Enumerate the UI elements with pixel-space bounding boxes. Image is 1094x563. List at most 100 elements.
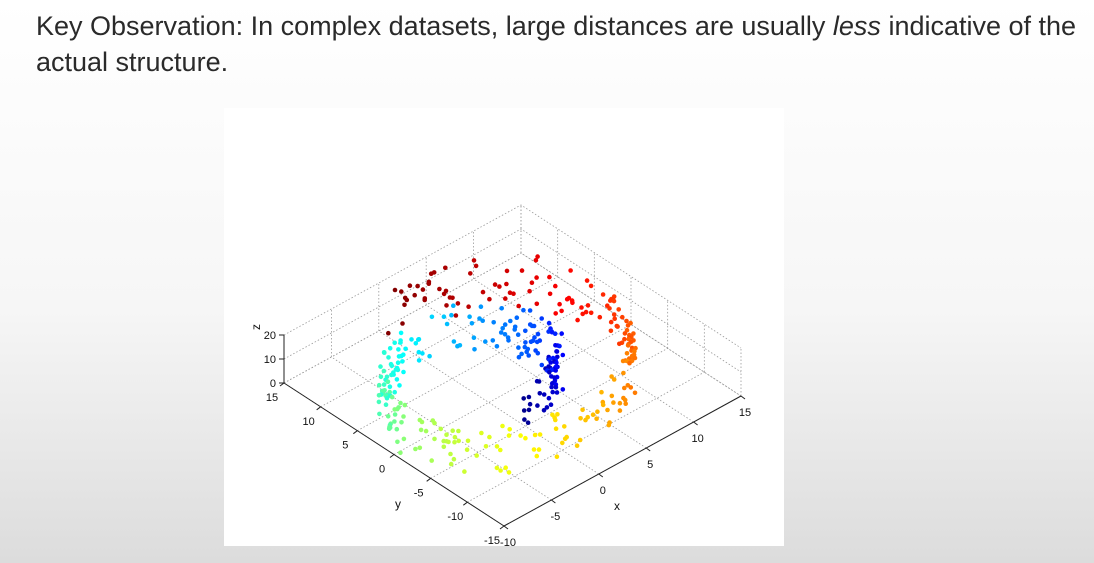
data-point bbox=[534, 301, 540, 307]
data-point bbox=[621, 370, 626, 376]
data-point bbox=[577, 437, 583, 443]
data-point bbox=[455, 343, 460, 349]
data-point bbox=[437, 286, 442, 292]
data-point bbox=[446, 439, 451, 445]
floor-grid-line-y-5 bbox=[320, 276, 558, 408]
data-point bbox=[387, 384, 393, 390]
data-point bbox=[444, 432, 449, 438]
data-point bbox=[483, 444, 489, 449]
data-point bbox=[617, 341, 622, 347]
y-tick-label: -5 bbox=[414, 487, 424, 499]
data-point bbox=[413, 341, 419, 346]
data-point bbox=[387, 346, 393, 351]
points-layer bbox=[376, 254, 638, 475]
data-point bbox=[462, 469, 467, 474]
data-point bbox=[521, 408, 527, 413]
data-point bbox=[395, 439, 400, 445]
data-point bbox=[417, 445, 423, 451]
data-point bbox=[508, 318, 513, 324]
data-point bbox=[560, 440, 565, 446]
data-point bbox=[547, 274, 552, 280]
data-point bbox=[456, 428, 461, 434]
data-point bbox=[466, 304, 471, 309]
data-point bbox=[452, 439, 457, 445]
data-point bbox=[429, 314, 435, 320]
data-point bbox=[503, 296, 508, 301]
data-point bbox=[469, 321, 475, 326]
data-point bbox=[537, 391, 543, 396]
data-point bbox=[553, 368, 558, 373]
data-point bbox=[627, 360, 632, 366]
data-point bbox=[536, 379, 542, 384]
data-point bbox=[539, 362, 545, 368]
data-point bbox=[498, 330, 504, 335]
data-point bbox=[404, 297, 410, 303]
data-point bbox=[570, 300, 575, 306]
data-point bbox=[622, 336, 627, 342]
data-point bbox=[562, 424, 567, 429]
data-point bbox=[498, 468, 503, 473]
data-point bbox=[583, 309, 589, 315]
y-tick-label: 0 bbox=[379, 464, 385, 476]
data-point bbox=[554, 390, 560, 395]
data-point bbox=[532, 432, 538, 438]
data-point bbox=[585, 303, 591, 308]
data-point bbox=[494, 465, 500, 471]
data-point bbox=[441, 444, 447, 450]
data-point bbox=[554, 454, 560, 460]
data-point bbox=[546, 329, 551, 334]
y-tick-label: -15 bbox=[484, 535, 500, 546]
data-point bbox=[494, 344, 500, 349]
data-point bbox=[506, 470, 512, 475]
data-point bbox=[522, 417, 527, 422]
data-point bbox=[428, 271, 434, 276]
data-point bbox=[477, 316, 482, 321]
data-point bbox=[516, 354, 522, 360]
z-tick-label: 10 bbox=[264, 354, 276, 366]
data-point bbox=[487, 296, 492, 302]
data-point bbox=[554, 360, 559, 366]
data-point bbox=[401, 436, 407, 442]
x-tick-label: 10 bbox=[691, 433, 703, 445]
data-point bbox=[529, 280, 535, 285]
y-tick-label: 15 bbox=[266, 392, 278, 404]
data-point bbox=[549, 381, 555, 386]
data-point bbox=[516, 303, 521, 309]
data-point bbox=[504, 268, 510, 274]
wall-grid-zline-0 bbox=[283, 252, 742, 397]
data-point bbox=[464, 447, 470, 453]
data-point bbox=[535, 254, 540, 259]
data-point bbox=[397, 383, 402, 388]
data-point bbox=[534, 453, 540, 459]
x-tick-label: 15 bbox=[739, 407, 751, 419]
data-point bbox=[512, 327, 517, 332]
x-axis-label: x bbox=[614, 499, 620, 513]
data-point bbox=[546, 395, 552, 401]
data-point bbox=[612, 316, 617, 321]
data-point bbox=[423, 428, 429, 434]
data-point bbox=[399, 420, 404, 425]
data-point bbox=[588, 310, 594, 316]
data-point bbox=[432, 420, 437, 426]
data-point bbox=[456, 438, 461, 444]
data-point bbox=[527, 401, 533, 407]
x-tick-label: -10 bbox=[500, 537, 516, 546]
floor-grid-line-x-2 bbox=[378, 330, 600, 475]
data-point bbox=[465, 438, 471, 444]
data-point bbox=[524, 349, 529, 355]
data-point bbox=[381, 382, 387, 387]
data-point bbox=[398, 400, 403, 406]
data-point bbox=[471, 258, 477, 263]
data-point bbox=[420, 287, 426, 292]
data-point bbox=[474, 453, 479, 458]
data-point bbox=[480, 318, 486, 323]
data-point bbox=[389, 394, 395, 400]
data-point bbox=[491, 320, 497, 325]
data-point bbox=[412, 292, 417, 298]
data-point bbox=[579, 305, 584, 310]
data-point bbox=[595, 409, 600, 415]
data-point bbox=[498, 447, 503, 453]
data-point bbox=[480, 289, 486, 295]
data-point bbox=[400, 359, 405, 364]
data-point bbox=[597, 314, 603, 320]
